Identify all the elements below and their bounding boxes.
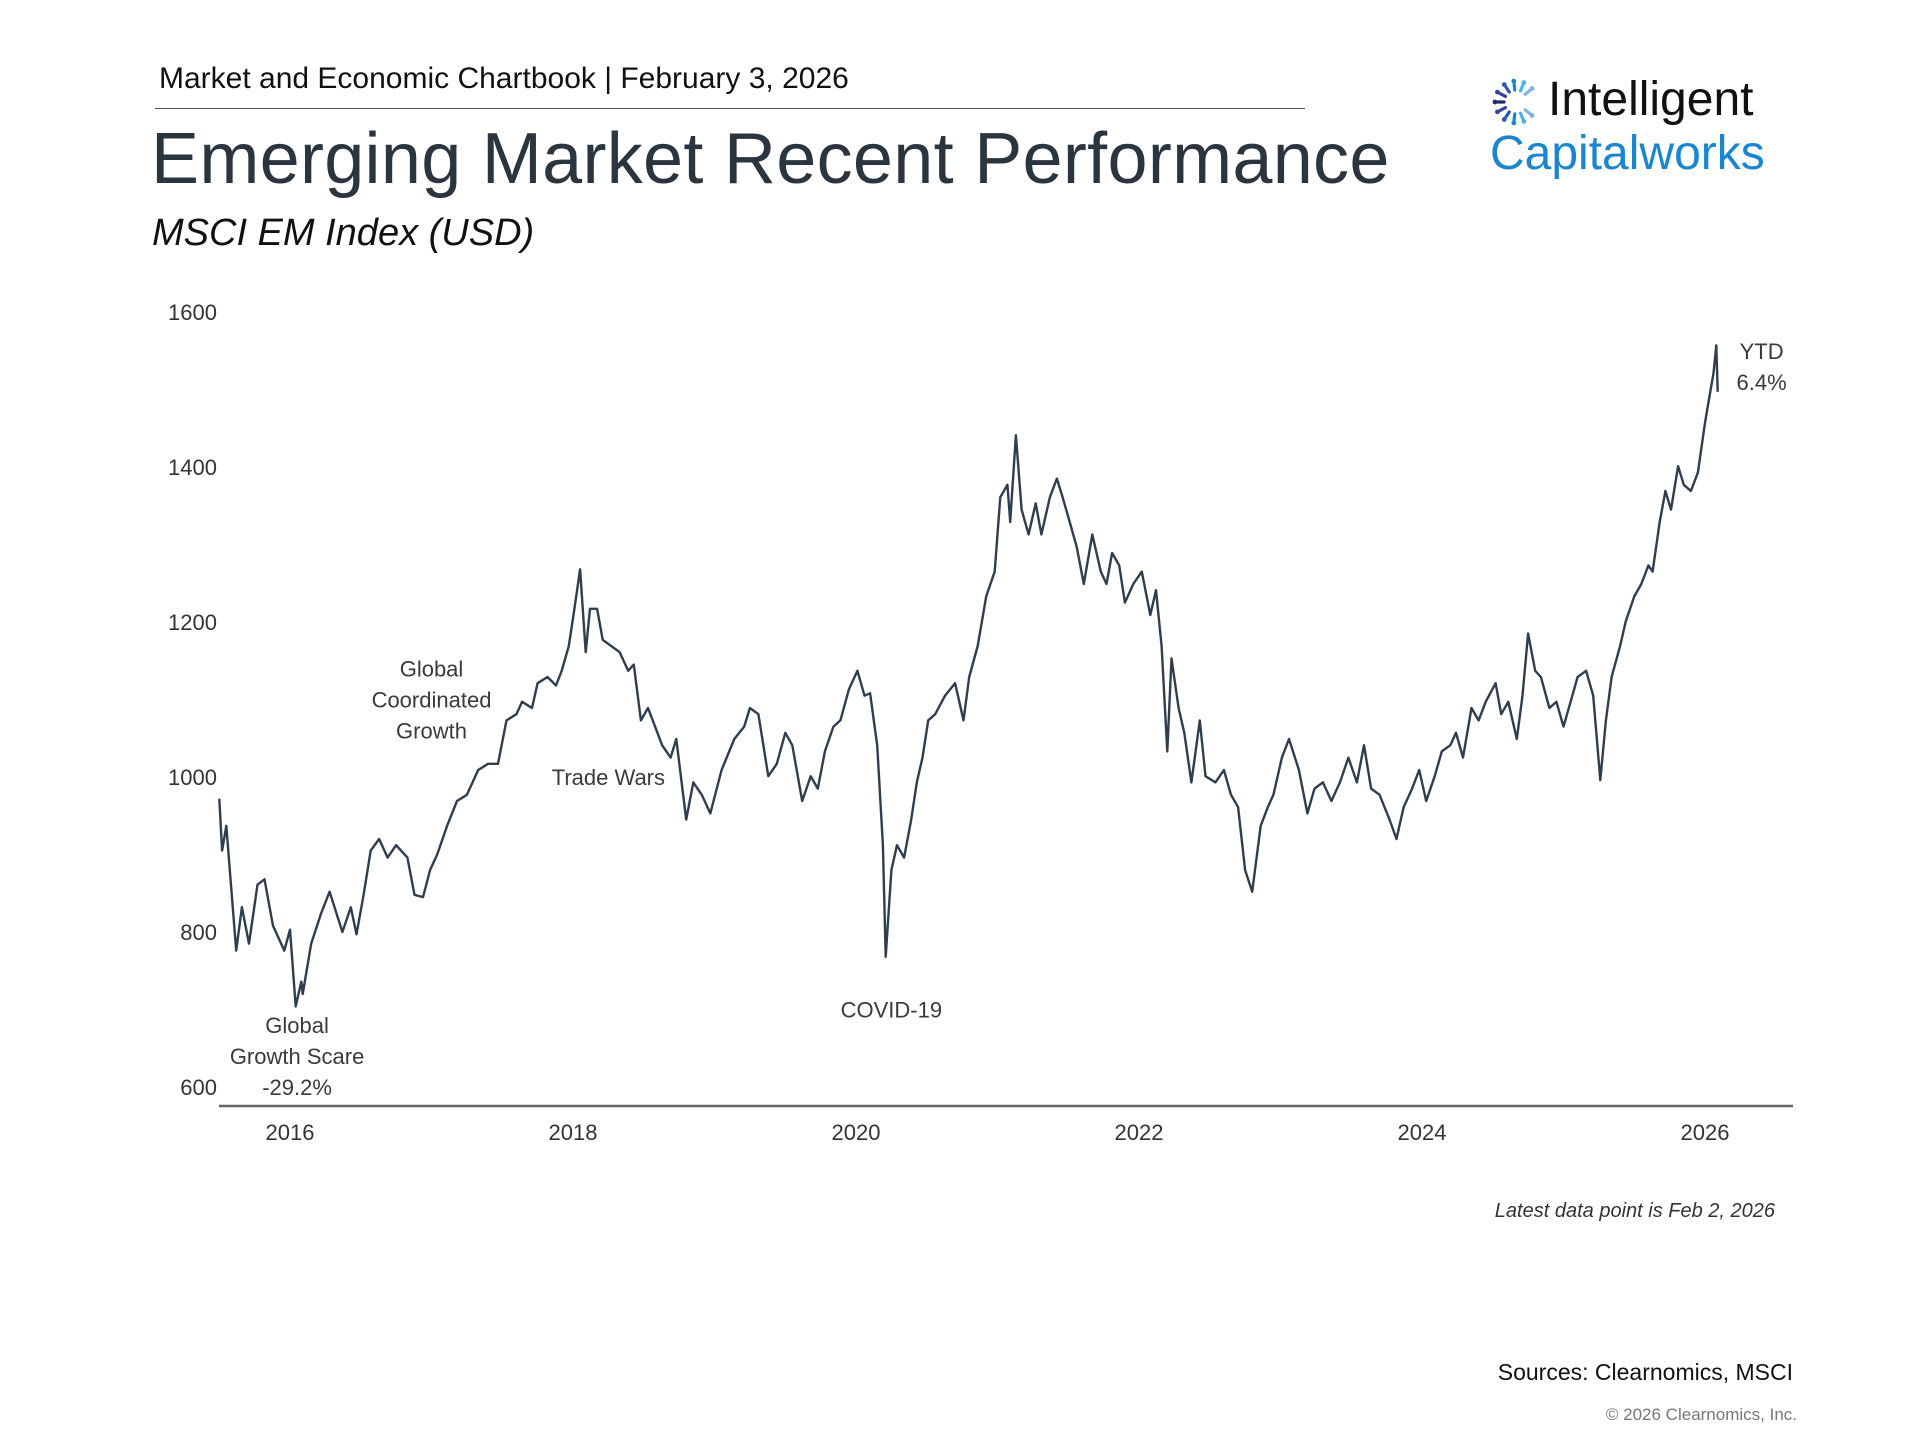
chartbook-header: Market and Economic Chartbook | February… bbox=[159, 62, 849, 95]
annotation-line: Trade Wars bbox=[552, 765, 665, 790]
logo-word-intelligent: Intelligent bbox=[1548, 73, 1754, 126]
y-axis: 600 800 1000 1200 1400 1600 bbox=[168, 300, 217, 1100]
company-logo: Intelligent Capitalworks bbox=[1488, 72, 1788, 192]
annotation-line: 6.4% bbox=[1737, 370, 1787, 395]
sources-note: Sources: Clearnomics, MSCI bbox=[1497, 1359, 1793, 1385]
annotation: YTD 6.4% bbox=[1737, 339, 1787, 395]
y-tick-label: 800 bbox=[180, 920, 217, 945]
y-tick-label: 1400 bbox=[168, 455, 217, 480]
annotation-line: YTD bbox=[1740, 339, 1784, 364]
copyright-note: © 2026 Clearnomics, Inc. bbox=[1605, 1405, 1797, 1424]
series-line-msci-em bbox=[218, 344, 1719, 1008]
annotation-line: Coordinated bbox=[372, 688, 492, 713]
logo-word-capitalworks: Capitalworks bbox=[1490, 127, 1765, 180]
header-divider bbox=[155, 108, 1305, 109]
annotation: COVID-19 bbox=[841, 998, 942, 1023]
annotation: Trade Wars bbox=[552, 765, 665, 790]
annotation-line: Growth Scare bbox=[230, 1044, 365, 1069]
x-tick-label: 2026 bbox=[1681, 1120, 1730, 1145]
annotation-line: Global bbox=[400, 657, 464, 682]
y-tick-label: 600 bbox=[180, 1075, 217, 1100]
annotation-line: -29.2% bbox=[262, 1075, 332, 1100]
y-tick-label: 1200 bbox=[168, 610, 217, 635]
annotation-line: COVID-19 bbox=[841, 998, 942, 1023]
latest-data-note: Latest data point is Feb 2, 2026 bbox=[1494, 1200, 1775, 1222]
y-tick-label: 1000 bbox=[168, 765, 217, 790]
x-axis: 2016 2018 2020 2022 2024 2026 bbox=[266, 1120, 1730, 1145]
x-tick-label: 2018 bbox=[549, 1120, 598, 1145]
annotation-line: Growth bbox=[396, 719, 467, 744]
x-tick-label: 2016 bbox=[266, 1120, 315, 1145]
page-subtitle: MSCI EM Index (USD) bbox=[152, 212, 535, 254]
annotation-line: Global bbox=[265, 1013, 329, 1038]
x-tick-label: 2022 bbox=[1115, 1120, 1164, 1145]
y-tick-label: 1600 bbox=[168, 300, 217, 325]
page-title: Emerging Market Recent Performance bbox=[151, 119, 1390, 199]
chart-annotations: Global Growth Scare -29.2% Global Coordinate… bbox=[230, 339, 1787, 1100]
annotation: Global Growth Scare -29.2% bbox=[230, 1013, 365, 1100]
x-tick-label: 2020 bbox=[832, 1120, 881, 1145]
x-tick-label: 2024 bbox=[1398, 1120, 1447, 1145]
annotation: Global Coordinated Growth bbox=[372, 657, 492, 744]
logo-mark-icon bbox=[1492, 78, 1535, 126]
